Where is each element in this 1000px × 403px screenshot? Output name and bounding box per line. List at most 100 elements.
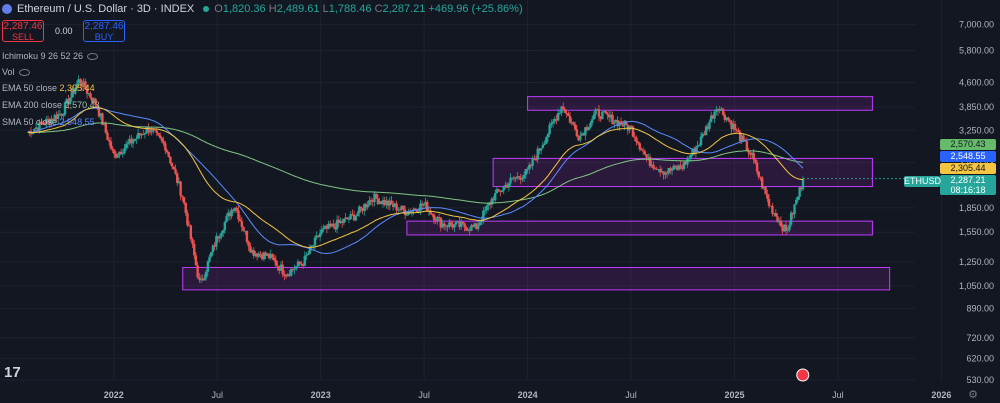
candle-body [444, 225, 448, 227]
indicator-sma50[interactable]: SMA 50 close 2,548.55 [2, 117, 95, 127]
spread-value: 0.00 [55, 26, 73, 36]
candle-body [703, 133, 706, 136]
eye-icon[interactable] [18, 69, 30, 77]
candle-body [711, 115, 715, 119]
candle-body [374, 193, 378, 199]
candle-body [67, 99, 70, 105]
candle-body [380, 201, 383, 204]
candle-body [51, 118, 55, 121]
candle-body [733, 123, 737, 130]
tradingview-logo-icon[interactable]: 17 [4, 364, 21, 381]
candle-body [585, 127, 589, 130]
candle-body [774, 213, 778, 217]
buy-button[interactable]: 2,287.46 BUY [83, 20, 125, 42]
y-tick-label: 890.00 [966, 304, 994, 314]
candle-body [762, 187, 766, 189]
candle-body [567, 113, 570, 117]
candle-body [369, 200, 373, 201]
eye-icon[interactable] [87, 53, 99, 61]
candle-body [526, 168, 529, 170]
candle-body [237, 210, 240, 220]
candle-body [65, 99, 68, 103]
candle-body [286, 274, 289, 277]
candle-body [451, 224, 454, 228]
candle-body [323, 226, 327, 229]
candle-body [465, 227, 468, 231]
bar-countdown: 08:16:18 [950, 185, 986, 195]
candle-body [196, 265, 199, 278]
candle-body [68, 97, 72, 105]
sell-button[interactable]: 2,287.46 SELL [2, 20, 44, 42]
candle-body [342, 218, 346, 223]
candle-body [102, 123, 106, 125]
candle-body [791, 212, 795, 215]
candle-body [33, 129, 36, 132]
candle-body [721, 108, 725, 115]
candle-body [607, 114, 611, 118]
change-readout: +469.96 (+25.86%) [428, 3, 523, 15]
candle-body [356, 213, 359, 217]
candle-body [653, 168, 657, 170]
candle-body [298, 261, 301, 265]
candle-body [764, 187, 767, 195]
candle-body [648, 156, 652, 167]
symbol-title[interactable]: Ethereum / U.S. Dollar · 3D · INDEX [17, 3, 195, 15]
ema200-price-tag: 2,570.43 [940, 139, 996, 150]
candle-body [638, 143, 641, 150]
candle-body [303, 255, 306, 266]
candle-body [376, 198, 380, 205]
candle-body [225, 216, 228, 223]
candle-body [62, 114, 65, 116]
candle-body [679, 165, 682, 168]
candle-body [727, 117, 730, 121]
candle-body [507, 183, 511, 188]
candle-body [131, 141, 135, 144]
candle-body [169, 156, 172, 164]
candle-body [39, 121, 43, 124]
candle-body [429, 210, 432, 215]
candle-body [732, 123, 735, 130]
candle-body [494, 193, 497, 201]
candle-body [609, 114, 613, 118]
candle-body [252, 250, 255, 256]
candle-body [108, 139, 111, 142]
candle-body [757, 171, 761, 177]
indicator-ema50[interactable]: EMA 50 close 2,305.44 [2, 83, 95, 93]
indicator-volume[interactable]: Vol [2, 67, 30, 77]
candle-body [249, 246, 252, 253]
candle-body [706, 126, 709, 129]
candle-body [85, 89, 89, 94]
candle-body [458, 221, 461, 228]
candle-body [784, 224, 788, 231]
candle-body [684, 161, 687, 165]
candle-body [463, 223, 466, 228]
candle-body [473, 223, 477, 227]
candle-body [422, 203, 426, 206]
candle-body [227, 212, 230, 217]
candle-body [63, 102, 67, 115]
candle-body [432, 214, 436, 220]
candle-body [119, 151, 123, 154]
candle-body [434, 219, 437, 221]
candle-body [284, 275, 288, 277]
indicator-ema200[interactable]: EMA 200 close 2,570.43 [2, 100, 100, 110]
candle-body [203, 277, 206, 281]
candle-body [677, 165, 681, 170]
zone-rectangle [492, 157, 873, 188]
candle-body [409, 211, 412, 213]
candle-body [550, 122, 553, 125]
candle-body [698, 145, 701, 146]
candle-body [647, 156, 650, 158]
candle-body [385, 200, 388, 205]
candle-body [393, 203, 397, 207]
candle-body [534, 159, 538, 161]
gear-icon[interactable]: ⚙ [968, 389, 978, 401]
candle-body [650, 164, 653, 167]
candle-body [38, 121, 41, 131]
candle-body [558, 112, 562, 114]
candle-body [443, 223, 446, 227]
candle-body [466, 229, 470, 231]
indicator-ichimoku[interactable]: Ichimoku 9 26 52 26 [2, 51, 99, 61]
ethereum-icon [2, 4, 12, 14]
